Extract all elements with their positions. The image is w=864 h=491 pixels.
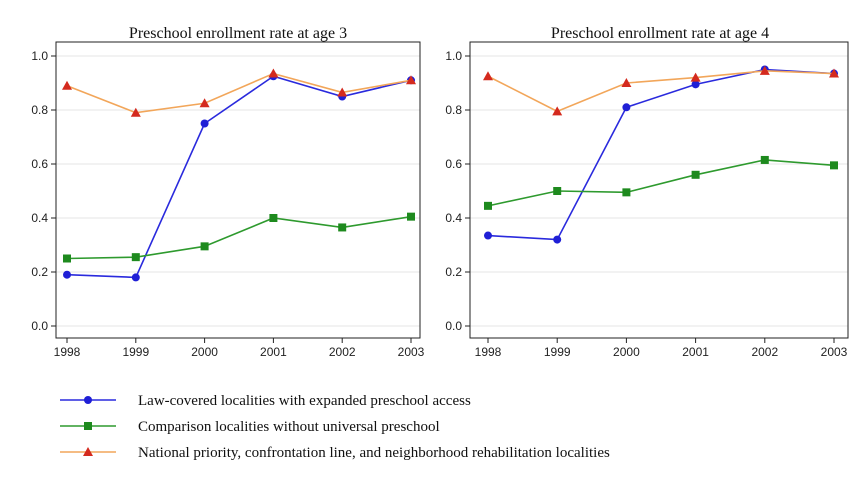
panel-2-series-priority-point — [759, 65, 770, 75]
panel-2-series-law-point — [691, 80, 700, 89]
panel-2-series-comparison-point — [553, 187, 562, 195]
panel-2-ytick-label: 0.2 — [445, 265, 462, 279]
panel-2-series-priority-point — [829, 68, 839, 78]
panel-2: Preschool enrollment rate at age 4 0.0 0.2… — [445, 25, 849, 359]
legend-priority-label: National priority, confrontation line, a… — [138, 445, 610, 461]
panel-1-frame — [55, 41, 421, 339]
legend-law-marker — [84, 396, 92, 404]
panel-2-xtick-label: 2001 — [682, 345, 709, 359]
panel-1-xtick-label: 2002 — [329, 345, 356, 359]
panel-2-series-priority-point — [483, 71, 493, 81]
panel-1-xtick-label: 2001 — [260, 345, 287, 359]
panel-2-ytick-label: 0.0 — [445, 319, 462, 333]
panel-1-ytick-label: 1.0 — [31, 49, 48, 63]
panel-1-series-priority-point — [62, 80, 72, 90]
panel-1-series-priority-point — [268, 68, 279, 78]
panel-1-series-priority-point — [130, 107, 141, 117]
panel-2-ytick-label: 0.4 — [445, 211, 462, 225]
panel-2-xtick-label: 2003 — [821, 345, 848, 359]
panel-1: Preschool enrollment rate at age 3 0.0 0.2… — [31, 25, 424, 359]
panel-2-series-priority-point — [690, 72, 701, 82]
panel-2-xtick-label: 1999 — [544, 345, 571, 359]
panel-1-series-law-point — [131, 273, 140, 282]
panel-2-xtick-label: 2002 — [751, 345, 778, 359]
panel-2-series-law-line — [487, 68, 835, 241]
panel-1-series-comparison-point — [338, 223, 347, 232]
panel-1-title: Preschool enrollment rate at age 3 — [129, 25, 347, 42]
legend-comparison-marker — [84, 422, 92, 430]
panel-1-ytick-label: 0.6 — [31, 157, 48, 171]
panel-1-ytick-label: 0.0 — [31, 319, 48, 333]
panel-2-ytick-label: 1.0 — [445, 49, 462, 63]
panel-1-xtick-label: 2003 — [398, 345, 425, 359]
panel-2-series-comparison-point — [760, 155, 769, 164]
panel-2-series-priority-point — [621, 78, 632, 87]
panel-2-xtick-label: 1998 — [475, 345, 502, 359]
panel-1-series-comparison-point — [200, 242, 209, 251]
legend-priority-marker — [83, 447, 93, 456]
panel-2-frame — [469, 41, 849, 339]
panel-1-series-priority-line — [66, 72, 412, 114]
panel-1-series-comparison-line — [66, 215, 412, 260]
panel-1-series-comparison-point — [63, 254, 71, 263]
panel-2-ytick-label: 0.8 — [445, 103, 462, 117]
panel-2-series-law-point — [484, 231, 492, 240]
panel-2-series-priority-point — [552, 106, 563, 116]
panel-2-series-law-point — [553, 235, 562, 244]
panel-1-ytick-label: 0.2 — [31, 265, 48, 279]
panel-1-xtick-label: 2000 — [191, 345, 218, 359]
panel-2-series-law-point — [622, 103, 631, 112]
panel-1-series-comparison-point — [269, 214, 278, 222]
panel-1-series-priority-point — [199, 98, 210, 108]
panel-1-series-priority-point — [337, 87, 348, 97]
legend-comparison-label: Comparison localities without universal … — [138, 419, 440, 435]
panel-1-ytick-label: 0.8 — [31, 103, 48, 117]
legend-law-label: Law-covered localities with expanded pre… — [138, 393, 471, 409]
panel-2-series-comparison-point — [830, 161, 838, 170]
panel-2-series-comparison-line — [487, 159, 835, 207]
panel-1-series-law-point — [63, 270, 71, 279]
panel-2-series-comparison-point — [691, 170, 700, 179]
panel-2-series-priority-line — [487, 70, 835, 113]
panel-1-ytick-label: 0.4 — [31, 211, 48, 225]
panel-1-series-law-line — [66, 75, 412, 279]
panel-1-xtick-label: 1998 — [54, 345, 81, 359]
panel-1-series-comparison-point — [407, 212, 415, 221]
panel-2-ytick-label: 0.6 — [445, 157, 462, 171]
panel-1-series-priority-point — [406, 75, 416, 85]
panel-1-series-law-point — [200, 119, 209, 128]
panel-2-series-comparison-point — [484, 201, 492, 210]
panel-2-series-comparison-point — [622, 188, 631, 197]
panel-2-xtick-label: 2000 — [613, 345, 640, 359]
panel-1-xtick-label: 1999 — [122, 345, 149, 359]
panel-2-title: Preschool enrollment rate at age 4 — [551, 25, 769, 42]
legend: Law-covered localities with expanded pre… — [60, 393, 610, 461]
panel-1-series-comparison-point — [131, 253, 140, 262]
